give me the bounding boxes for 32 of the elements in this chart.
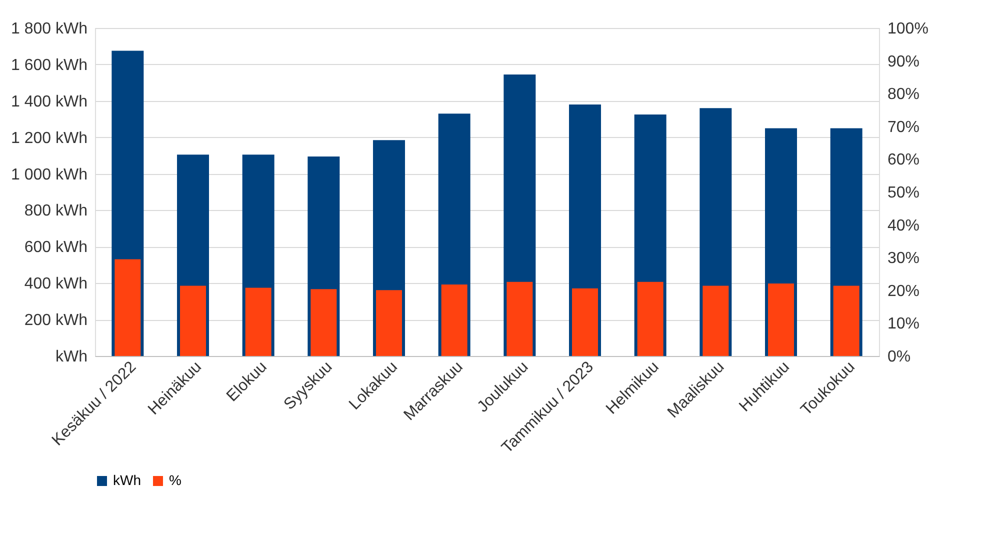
y2-tick-label: 50%: [888, 184, 920, 202]
y-tick-label: 800 kWh: [24, 202, 88, 220]
y2-tick-label: 20%: [888, 282, 920, 300]
bar: [572, 288, 598, 356]
bar: [506, 282, 533, 356]
bar: [376, 290, 402, 356]
bar: [702, 286, 729, 356]
y-tick-label: 1 600 kWh: [11, 56, 88, 74]
y2-tick-label: 0%: [888, 348, 911, 366]
y2-tick-label: 60%: [888, 152, 920, 169]
bar: [637, 282, 664, 356]
y2-tick-label: 80%: [888, 86, 920, 104]
y-tick-label: 1 200 kWh: [11, 130, 88, 147]
y-tick-label: 400 kWh: [24, 276, 88, 293]
y2-tick-label: 90%: [888, 53, 920, 70]
legend-label: kWh: [113, 472, 141, 488]
legend-label: %: [169, 472, 182, 488]
bar: [114, 259, 141, 356]
y2-tick-label: 10%: [888, 316, 920, 333]
bar: [441, 284, 468, 356]
bar: [833, 286, 860, 356]
y2-tick-label: 70%: [888, 118, 920, 136]
y-tick-label: 1 800 kWh: [11, 20, 88, 38]
y2-tick-label: 30%: [888, 250, 920, 268]
y2-tick-label: 100%: [888, 20, 928, 38]
y-tick-label: 1 000 kWh: [11, 166, 88, 184]
y2-tick-label: 40%: [888, 217, 920, 234]
y-tick-label: 600 kWh: [24, 239, 88, 256]
y-tick-label: kWh: [56, 348, 88, 366]
y-tick-label: 1 400 kWh: [11, 93, 88, 110]
y-tick-label: 200 kWh: [24, 312, 88, 330]
bar: [768, 284, 794, 356]
